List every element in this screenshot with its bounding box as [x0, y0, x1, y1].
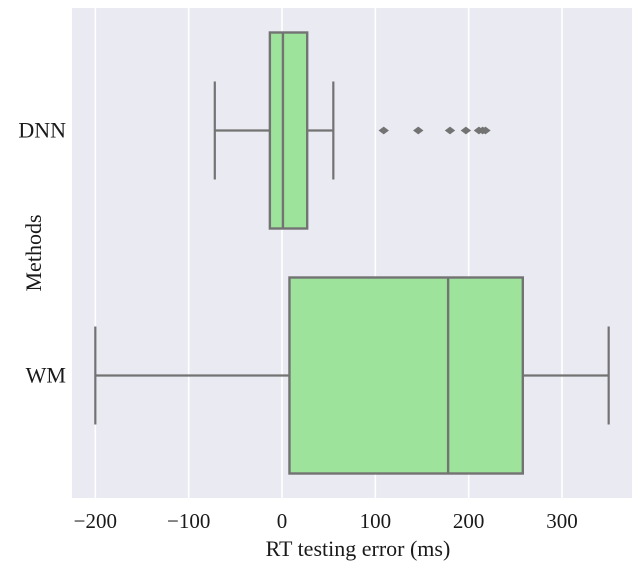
box-group-dnn: [213, 31, 491, 230]
iqr-box: [268, 31, 309, 230]
x-tick-label: 0: [277, 509, 288, 533]
y-axis-categories: DNN WM: [18, 118, 66, 388]
x-tick-label: 200: [453, 509, 485, 533]
x-axis-label: RT testing error (ms): [266, 536, 451, 561]
outlier-point: [378, 126, 389, 135]
iqr-box: [288, 276, 525, 475]
outlier-point: [460, 126, 472, 135]
x-axis-ticks: −200 −100 0 100 200 300: [74, 509, 578, 533]
boxes: [94, 31, 610, 475]
outlier-point: [480, 126, 491, 135]
x-tick-label: −100: [167, 509, 210, 533]
x-tick-label: −200: [74, 509, 117, 533]
outlier-point: [413, 126, 424, 135]
y-category-label: WM: [26, 363, 66, 388]
y-axis-label: Methods: [21, 215, 46, 292]
y-category-label: DNN: [18, 118, 66, 143]
box-group-wm: [94, 276, 610, 475]
x-tick-label: 300: [546, 509, 578, 533]
x-tick-label: 100: [360, 509, 392, 533]
outlier-point: [444, 126, 456, 135]
